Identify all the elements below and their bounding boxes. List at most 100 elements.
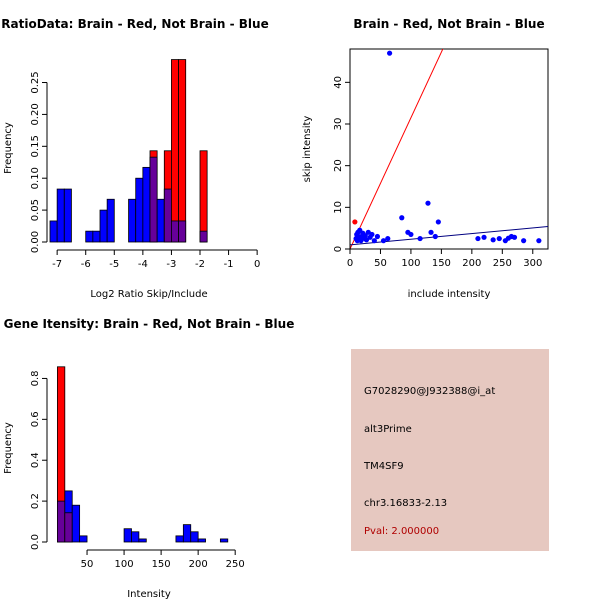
ratio-y-tick-label: 0.05 xyxy=(30,199,41,221)
ratio-histogram-axes: -7 -6 -5 -4 -3 -2 -1 0 0.00 0.05 0.10 0.15 0.20 0.25 xyxy=(30,71,260,270)
red-point xyxy=(352,219,358,225)
scatter-x-tick-label: 50 xyxy=(374,258,387,269)
intensity-bar xyxy=(131,531,140,543)
intensity-overlap-bar xyxy=(64,512,73,543)
ratio-y-tick-label: 0.15 xyxy=(30,135,41,157)
intensity-histogram-bars xyxy=(57,366,229,543)
blue-point xyxy=(363,237,370,243)
ratio-x-tick-label: 0 xyxy=(254,259,260,270)
intensity-scatter: Brain - Red, Not Brain - Blue include in… xyxy=(302,17,549,300)
gene-symbol: TM4SF9 xyxy=(364,461,404,472)
ratio-bar xyxy=(99,209,108,243)
blue-point xyxy=(475,235,481,242)
ratio-bar xyxy=(171,59,179,243)
intensity-bar xyxy=(219,538,229,543)
intensity-y-tick-label: 0.8 xyxy=(30,370,41,386)
ratio-bar xyxy=(63,188,72,243)
ratio-x-tick-label: -1 xyxy=(224,259,234,270)
intensity-x-tick-label: 200 xyxy=(189,559,208,570)
blue-point xyxy=(369,231,375,238)
ratio-histogram: RatioData: Brain - Red, Not Brain - Blue… xyxy=(1,17,268,300)
scatter-title: Brain - Red, Not Brain - Blue xyxy=(353,17,544,31)
scatter-marks xyxy=(350,49,548,249)
ratio-bar xyxy=(85,230,94,243)
ratio-x-tick-label: -6 xyxy=(81,259,91,270)
intensity-y-tick-label: 0.0 xyxy=(30,534,41,550)
event-type: alt3Prime xyxy=(364,424,412,435)
scatter-y-tick-label: 30 xyxy=(333,118,344,131)
blue-point xyxy=(374,233,381,240)
blue-point xyxy=(371,238,377,244)
ratio-bar xyxy=(142,166,151,243)
intensity-histogram-title: Gene Itensity: Brain - Red, Not Brain - … xyxy=(4,317,295,331)
scatter-plot-box xyxy=(349,48,549,250)
ratio-bar xyxy=(56,188,65,243)
ratio-y-tick-label: 0.25 xyxy=(30,71,41,93)
ratio-x-tick-label: -4 xyxy=(138,259,148,270)
ratio-overlap-bar xyxy=(149,156,158,243)
ratio-bar xyxy=(49,220,58,243)
scatter-x-tick-label: 250 xyxy=(493,258,512,269)
ratio-overlap-bar xyxy=(178,220,187,243)
ratio-bar xyxy=(156,198,165,243)
blue-point xyxy=(425,200,431,206)
blue-point xyxy=(385,235,391,242)
intensity-y-tick-label: 0.2 xyxy=(30,493,41,509)
scatter-axes: 0 50 100 150 200 250 300 0 10 20 30 40 xyxy=(333,76,542,269)
blue-point xyxy=(481,234,487,240)
blue-point xyxy=(496,235,502,242)
blue-point xyxy=(380,238,387,244)
intensity-histogram-axes: 50 100 150 200 250 0.0 0.2 0.4 0.6 0.8 xyxy=(30,370,245,570)
ratio-histogram-title: RatioData: Brain - Red, Not Brain - Blue xyxy=(1,17,268,31)
intensity-x-tick-label: 150 xyxy=(152,559,171,570)
blue-point xyxy=(399,215,405,221)
scatter-ylabel: skip intensity xyxy=(302,116,313,183)
blue-point xyxy=(521,238,527,244)
intensity-x-tick-label: 250 xyxy=(226,559,245,570)
blue-point xyxy=(435,219,441,225)
ratio-y-tick-label: 0.10 xyxy=(30,167,41,189)
ratio-overlap-bar xyxy=(163,188,172,243)
blue-point xyxy=(428,229,434,235)
genomic-location: chr3.16833-2.13 xyxy=(364,498,448,509)
blue-point xyxy=(408,231,414,238)
gene-info-panel: G7028290@J932388@i_at alt3Prime TM4SF9 c… xyxy=(351,349,549,551)
intensity-histogram-xlabel: Intensity xyxy=(127,589,171,600)
ratio-bar xyxy=(128,198,137,243)
intensity-x-tick-label: 50 xyxy=(81,559,94,570)
ratio-x-tick-label: -2 xyxy=(195,259,205,270)
red-regression-line xyxy=(350,49,444,249)
blue-point xyxy=(387,50,393,56)
scatter-y-tick-label: 0 xyxy=(333,246,344,252)
intensity-bar xyxy=(190,531,199,543)
ratio-y-tick-label: 0.20 xyxy=(30,103,41,125)
scatter-x-tick-label: 0 xyxy=(347,258,353,269)
intensity-y-tick-label: 0.6 xyxy=(30,411,41,427)
scatter-y-tick-label: 10 xyxy=(333,201,344,214)
ratio-bar xyxy=(106,198,115,243)
blue-point xyxy=(417,235,423,242)
scatter-x-tick-label: 150 xyxy=(432,258,451,269)
ratio-overlap-bar xyxy=(171,220,179,243)
blue-point xyxy=(432,233,438,240)
intensity-bar xyxy=(123,528,132,543)
intensity-histogram-ylabel: Frequency xyxy=(3,422,14,474)
intensity-bar xyxy=(182,524,192,543)
intensity-bar xyxy=(71,504,81,543)
ratio-x-tick-label: -5 xyxy=(109,259,119,270)
intensity-y-tick-label: 0.4 xyxy=(30,452,41,468)
intensity-histogram: Gene Itensity: Brain - Red, Not Brain - … xyxy=(3,317,294,600)
intensity-bar xyxy=(79,535,88,543)
scatter-y-tick-label: 20 xyxy=(333,159,344,172)
ratio-histogram-ylabel: Frequency xyxy=(3,122,14,174)
ratio-overlap-bar xyxy=(199,230,208,243)
blue-point xyxy=(362,233,368,239)
ratio-histogram-bars xyxy=(49,59,208,243)
scatter-y-tick-label: 40 xyxy=(333,76,344,89)
intensity-bar xyxy=(197,538,206,543)
ratio-bar xyxy=(135,177,144,243)
ratio-y-tick-label: 0.00 xyxy=(30,231,41,253)
blue-point xyxy=(490,237,496,243)
scatter-x-tick-label: 200 xyxy=(462,258,481,269)
